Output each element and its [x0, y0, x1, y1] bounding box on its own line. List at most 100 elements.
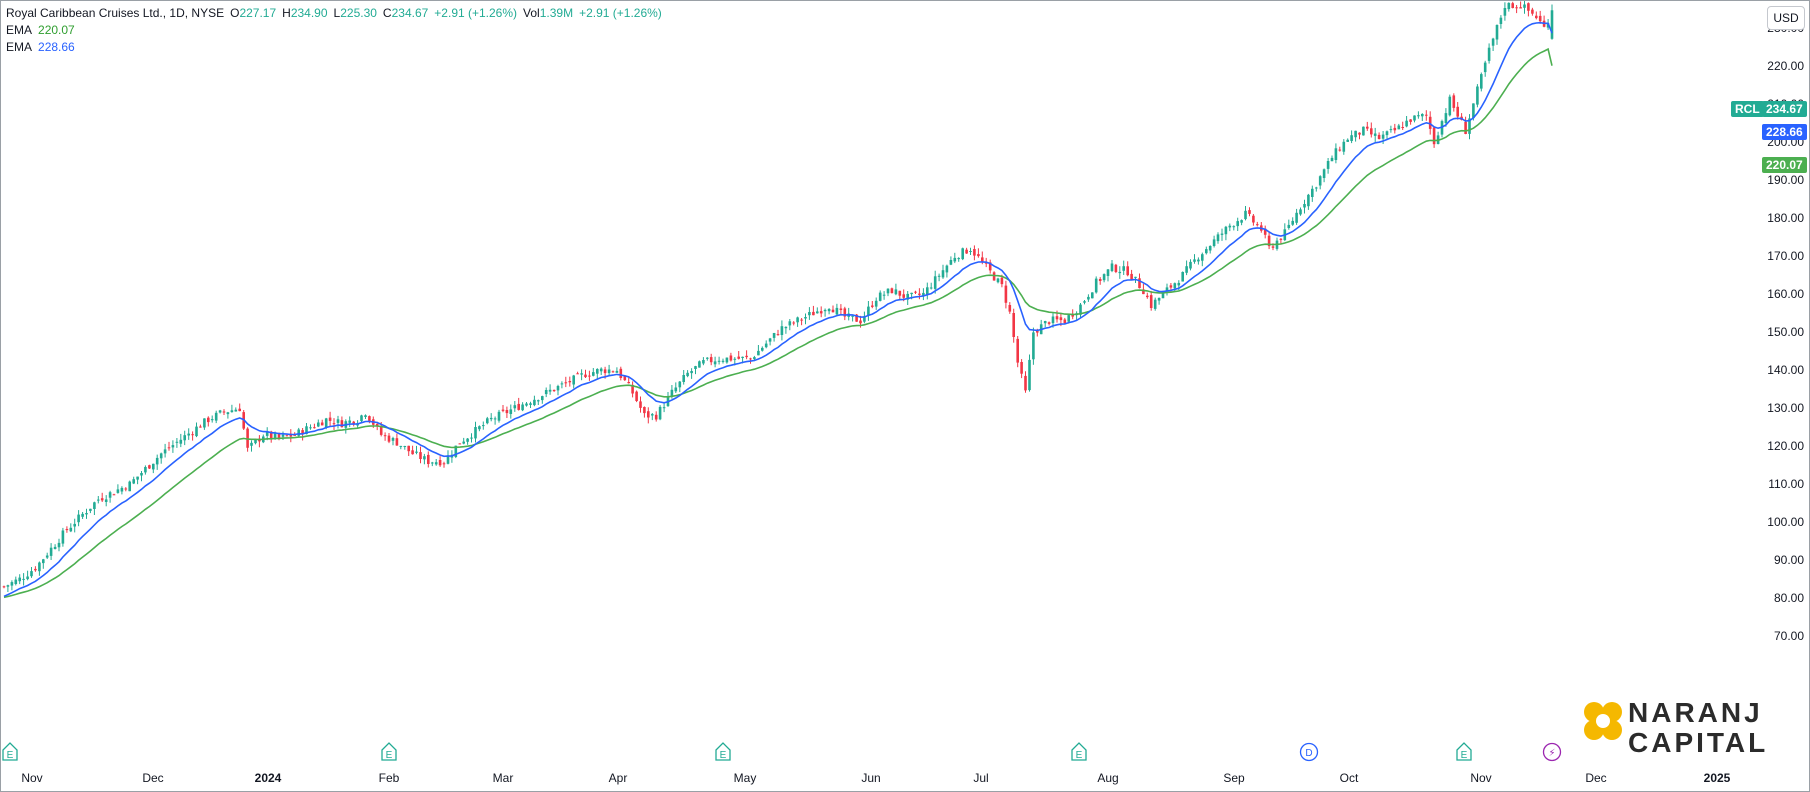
candle [1024, 371, 1027, 393]
candle [1550, 4, 1554, 40]
candle [1542, 15, 1546, 28]
candle [662, 403, 666, 413]
candle [1452, 93, 1456, 112]
candle [348, 416, 351, 428]
candle [38, 561, 41, 576]
candle [1527, 2, 1530, 17]
candle [1499, 15, 1503, 29]
candle [1240, 219, 1243, 226]
candle [1405, 116, 1408, 128]
candle [1326, 158, 1330, 174]
candle [1193, 254, 1196, 264]
candle [871, 301, 874, 309]
candle [427, 451, 430, 468]
candle [804, 313, 807, 325]
time-tick: Nov [21, 771, 42, 785]
candle [1102, 273, 1106, 283]
earnings-marker-icon[interactable]: E [715, 742, 731, 761]
candle [383, 432, 387, 441]
candle [1421, 113, 1424, 121]
candle [831, 305, 835, 313]
candle [898, 290, 902, 300]
candle [1260, 222, 1263, 233]
time-tick: Oct [1340, 771, 1359, 785]
candle [336, 415, 340, 429]
candle [698, 360, 701, 368]
candle [576, 371, 579, 375]
candle [1185, 260, 1188, 276]
candle [148, 464, 151, 469]
candle [81, 512, 84, 519]
candle [851, 315, 854, 322]
symbol-tag: RCL [1731, 101, 1764, 117]
candle [945, 264, 949, 278]
candle [615, 367, 619, 373]
dividend-marker-icon[interactable]: D [1299, 742, 1319, 762]
candle [1311, 185, 1314, 202]
candle [69, 523, 73, 533]
candle [1358, 132, 1361, 140]
candle [395, 433, 399, 446]
candle [1354, 130, 1357, 142]
candle [1220, 228, 1224, 241]
earnings-marker-icon[interactable]: E [381, 742, 397, 761]
candle [564, 376, 568, 388]
candle [1393, 123, 1397, 134]
candle [548, 384, 552, 395]
candle [1283, 223, 1287, 242]
time-tick: Sep [1223, 771, 1245, 785]
candle [560, 381, 564, 389]
time-tick: Mar [493, 771, 514, 785]
svg-text:D: D [1305, 748, 1312, 759]
candle [297, 427, 300, 438]
candle [768, 337, 772, 346]
svg-text:E: E [1076, 750, 1083, 761]
candle [572, 374, 575, 389]
price-tick: 130.00 [1767, 401, 1804, 415]
candle [1401, 121, 1404, 130]
ema-legend-fast[interactable]: EMA 228.66 [6, 40, 75, 54]
candle [1087, 294, 1090, 302]
candle [812, 305, 815, 316]
ema-legend-slow[interactable]: EMA 220.07 [6, 23, 75, 37]
candle [1244, 206, 1247, 221]
earnings-marker-icon[interactable]: E [2, 742, 18, 761]
candle [100, 492, 104, 502]
candle [289, 429, 293, 443]
time-tick: Dec [1585, 771, 1606, 785]
earnings-marker-icon[interactable]: E [1456, 742, 1472, 761]
svg-text:⚡: ⚡ [1548, 748, 1555, 759]
candle [136, 476, 139, 485]
candle [568, 376, 572, 387]
candle [949, 256, 953, 266]
time-tick: Jul [973, 771, 988, 785]
candle [953, 252, 957, 264]
candle [423, 453, 426, 465]
split-marker-icon[interactable]: ⚡ [1542, 742, 1562, 762]
candle [1126, 261, 1129, 277]
candle [22, 573, 25, 586]
candle [466, 438, 469, 445]
candle [489, 413, 493, 422]
price-axis[interactable]: 70.00 80.00 90.00 100.00 110.00 120.00 130.00 1… [1767, 0, 1804, 643]
candle [218, 409, 222, 414]
candle [525, 402, 528, 407]
candle [745, 350, 748, 360]
candle [635, 390, 638, 403]
candle [65, 526, 69, 533]
candle [1189, 259, 1192, 271]
candle [737, 351, 740, 360]
candle [438, 456, 442, 467]
candle [1157, 297, 1161, 305]
candle [706, 357, 709, 361]
candle [199, 424, 202, 428]
candle [772, 332, 776, 342]
candle [933, 270, 937, 294]
earnings-marker-icon[interactable]: E [1071, 742, 1087, 761]
currency-button[interactable]: USD [1767, 6, 1805, 30]
candle [808, 307, 811, 320]
candle [729, 352, 733, 362]
time-axis[interactable]: Nov Dec 2024 Feb Mar Apr May Jun Jul Aug Sep Oct Nov… [21, 771, 1730, 785]
candle [894, 283, 898, 296]
